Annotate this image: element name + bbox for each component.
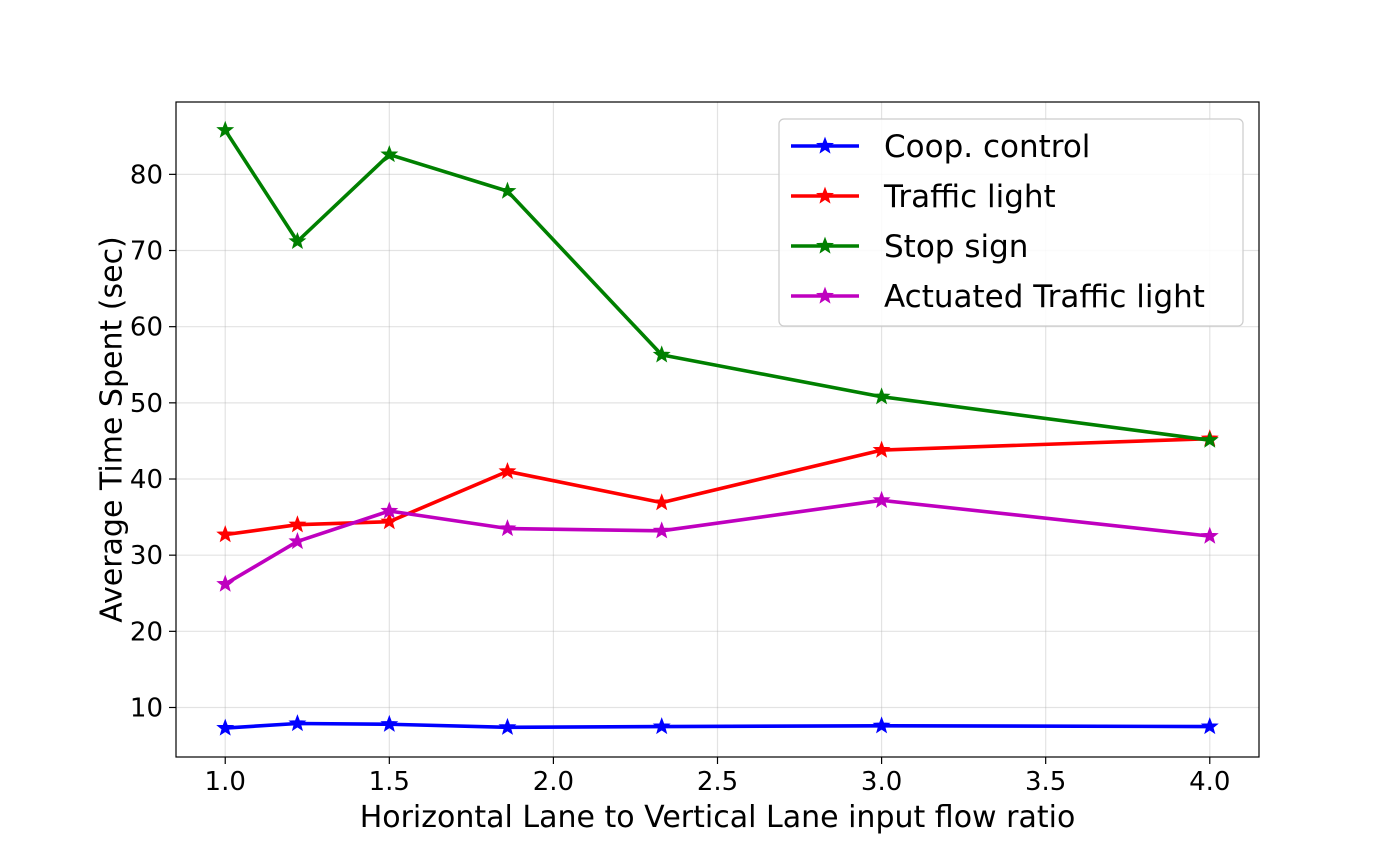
y-tick-label: 20	[130, 617, 163, 647]
legend-label: Traffic light	[883, 179, 1056, 215]
legend-marker	[816, 186, 834, 204]
legend-label: Stop sign	[884, 229, 1028, 265]
legend: Coop. control Traffic light Stop sign Actua…	[778, 118, 1244, 327]
data-point	[498, 461, 517, 480]
data-point	[288, 714, 307, 732]
data-point	[652, 521, 671, 539]
y-tick-label: 80	[130, 160, 163, 190]
data-point	[652, 717, 671, 735]
series-stop-sign	[216, 120, 1219, 448]
data-point	[872, 387, 891, 405]
data-point	[872, 440, 891, 458]
legend-item: Traffic light	[791, 179, 1056, 215]
y-tick-label: 10	[130, 693, 163, 723]
data-point	[380, 714, 399, 732]
x-tick-label: 4.0	[1189, 767, 1230, 797]
y-axis: 10 20 30 40 50 60 70 80	[130, 160, 176, 723]
data-point	[380, 501, 399, 519]
series-layer	[216, 120, 1219, 736]
data-point	[498, 181, 517, 199]
legend-item: Actuated Traffic light	[791, 279, 1205, 315]
x-tick-label: 1.5	[369, 767, 410, 797]
series-traffic-light	[216, 429, 1219, 543]
x-axis: 1.0 1.5 2.0 2.5 3.0 3.5 4.0	[205, 757, 1230, 797]
data-point	[498, 717, 517, 735]
x-tick-label: 2.0	[533, 767, 574, 797]
data-point	[498, 519, 517, 537]
x-axis-title: Horizontal Lane to Vertical Lane input f…	[360, 800, 1076, 835]
y-axis-title: Average Time Spent (sec)	[95, 236, 130, 623]
y-tick-label: 30	[130, 541, 163, 571]
legend-item: Coop. control	[791, 129, 1090, 165]
data-point	[288, 231, 307, 250]
x-tick-label: 1.0	[205, 767, 246, 797]
data-point	[1200, 717, 1219, 735]
legend-marker	[816, 136, 834, 154]
legend-marker	[816, 236, 834, 254]
y-tick-label: 60	[130, 313, 163, 343]
x-tick-label: 2.5	[697, 767, 738, 797]
legend-item: Stop sign	[791, 229, 1028, 265]
legend-box	[778, 118, 1244, 327]
data-point	[216, 574, 235, 592]
data-point	[216, 718, 235, 736]
y-tick-label: 70	[130, 237, 163, 267]
series-coop-control	[216, 714, 1219, 736]
legend-label: Actuated Traffic light	[884, 279, 1205, 315]
data-point	[1200, 526, 1219, 544]
data-point	[872, 716, 891, 734]
legend-label: Coop. control	[884, 129, 1090, 165]
data-point	[380, 145, 399, 163]
data-point	[288, 532, 307, 550]
legend-marker	[816, 286, 834, 304]
y-tick-label: 40	[130, 465, 163, 495]
data-point	[216, 120, 235, 138]
data-point	[216, 525, 235, 543]
data-point	[288, 515, 307, 533]
data-point	[872, 490, 891, 508]
series-actuated-traffic-light	[216, 490, 1219, 592]
x-tick-label: 3.5	[1025, 767, 1066, 797]
y-tick-label: 50	[130, 389, 163, 419]
data-point	[652, 345, 671, 363]
data-point	[652, 493, 671, 511]
data-point	[1200, 430, 1219, 448]
x-tick-label: 3.0	[861, 767, 902, 797]
data-point	[380, 512, 399, 530]
